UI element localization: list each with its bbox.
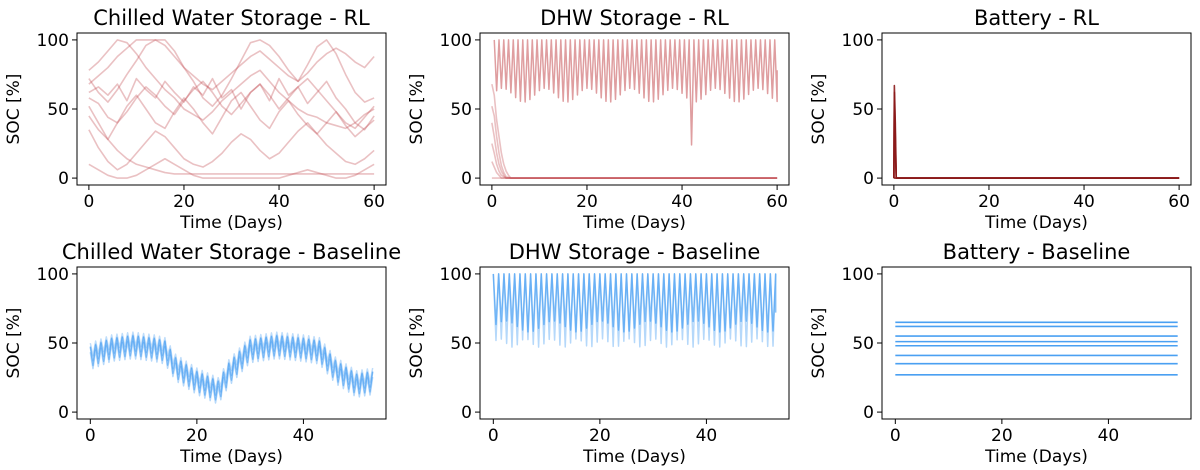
plot-area — [88, 39, 375, 179]
series-line-oscillating-3 — [89, 340, 374, 404]
subplot-title: Battery - Baseline — [943, 240, 1131, 264]
x-tick-label: 20 — [589, 426, 611, 446]
subplot-3: 0 20 40 60 0 50 100 Battery - RL Time (Days) SOC … — [809, 6, 1192, 233]
y-tick-label: 50 — [852, 334, 874, 354]
plot-area — [893, 84, 1180, 179]
y-tick-label: 0 — [461, 169, 472, 189]
series-line-2 — [491, 106, 778, 179]
x-tick-label: 60 — [1168, 192, 1190, 212]
x-axis-label: Time (Days) — [179, 213, 283, 233]
subplot-1: 0 20 40 60 0 50 100 Chilled Water Storage - RL T… — [4, 6, 387, 233]
y-axis-label: SOC [%] — [4, 74, 24, 145]
series-line-8 — [88, 157, 375, 179]
axes-frame — [881, 266, 1192, 420]
y-tick-label: 100 — [440, 31, 472, 51]
series-line-2 — [88, 77, 375, 131]
x-tick-label: 20 — [186, 426, 208, 446]
y-tick-label: 50 — [852, 100, 874, 120]
subplot-title: Battery - RL — [974, 6, 1099, 30]
x-tick-label: 20 — [991, 426, 1013, 446]
y-tick-label: 50 — [47, 334, 69, 354]
y-tick-label: 100 — [842, 265, 874, 285]
y-axis-label: SOC [%] — [407, 308, 427, 379]
series-line-4 — [491, 143, 778, 179]
x-tick-label: 20 — [978, 192, 1000, 212]
x-tick-label: 0 — [488, 426, 499, 446]
x-tick-label: 20 — [173, 192, 195, 212]
y-tick-label: 100 — [37, 265, 69, 285]
x-tick-label: 40 — [696, 426, 718, 446]
x-tick-label: 0 — [888, 192, 899, 212]
y-tick-label: 100 — [842, 31, 874, 51]
series-line-4 — [88, 91, 375, 141]
y-tick-label: 100 — [440, 265, 472, 285]
series-line-oscillating — [492, 273, 777, 333]
subplot-title: Chilled Water Storage - RL — [93, 6, 370, 30]
series-line-5 — [88, 39, 375, 130]
subplot-title: Chilled Water Storage - Baseline — [62, 240, 401, 264]
y-axis-label: SOC [%] — [809, 308, 829, 379]
x-axis-label: Time (Days) — [984, 213, 1088, 233]
plot-area — [492, 273, 777, 348]
x-tick-label: 40 — [1098, 426, 1120, 446]
x-tick-label: 40 — [1073, 192, 1095, 212]
series-line-oscillating — [493, 39, 778, 146]
series-line-1 — [893, 84, 1180, 179]
x-tick-label: 60 — [766, 192, 788, 212]
axes-frame — [881, 32, 1192, 186]
series-line-9 — [88, 39, 375, 91]
x-tick-label: 0 — [890, 426, 901, 446]
y-tick-label: 50 — [450, 100, 472, 120]
plot-area — [491, 39, 778, 179]
subplot-title: DHW Storage - RL — [540, 6, 729, 30]
series-line-3 — [491, 122, 778, 179]
series-line-2 — [893, 91, 1180, 179]
y-tick-label: 0 — [863, 403, 874, 423]
plot-area — [895, 321, 1178, 376]
x-axis-label: Time (Days) — [582, 213, 686, 233]
series-line-1 — [88, 39, 375, 108]
x-tick-label: 0 — [83, 192, 94, 212]
y-tick-label: 0 — [58, 403, 69, 423]
subplot-6: 0 20 40 0 50 100 Battery - Baseline Time (Days)… — [809, 240, 1192, 467]
x-tick-label: 40 — [268, 192, 290, 212]
plot-area — [89, 331, 374, 404]
axes-frame — [76, 32, 387, 186]
x-tick-label: 0 — [85, 426, 96, 446]
y-axis-label: SOC [%] — [407, 74, 427, 145]
series-line-3 — [893, 101, 1180, 179]
y-axis-label: SOC [%] — [4, 308, 24, 379]
x-tick-label: 0 — [486, 192, 497, 212]
y-tick-label: 0 — [461, 403, 472, 423]
series-line-5 — [491, 161, 778, 179]
y-tick-label: 100 — [37, 31, 69, 51]
x-tick-label: 40 — [671, 192, 693, 212]
series-line-oscillating-4 — [89, 331, 374, 391]
y-tick-label: 0 — [58, 169, 69, 189]
x-axis-label: Time (Days) — [984, 447, 1088, 467]
series-line-1 — [491, 83, 778, 179]
x-axis-label: Time (Days) — [582, 447, 686, 467]
y-tick-label: 0 — [863, 169, 874, 189]
series-line-oscillating-2 — [89, 334, 374, 396]
subplot-5: 0 20 40 0 50 100 DHW Storage - Baseline Time (D… — [407, 240, 790, 467]
y-tick-label: 50 — [47, 100, 69, 120]
x-tick-label: 20 — [576, 192, 598, 212]
series-line-6 — [88, 122, 375, 171]
series-line-7 — [88, 105, 375, 175]
series-line-3 — [88, 77, 375, 130]
x-tick-label: 60 — [363, 192, 385, 212]
x-tick-label: 40 — [293, 426, 315, 446]
y-axis-label: SOC [%] — [809, 74, 829, 145]
y-tick-label: 50 — [450, 334, 472, 354]
subplot-2: 0 20 40 60 0 50 100 DHW Storage - RL Time (Days)… — [407, 6, 790, 233]
subplot-title: DHW Storage - Baseline — [509, 240, 761, 264]
series-line-oscillating-1 — [89, 335, 374, 401]
x-axis-label: Time (Days) — [179, 447, 283, 467]
